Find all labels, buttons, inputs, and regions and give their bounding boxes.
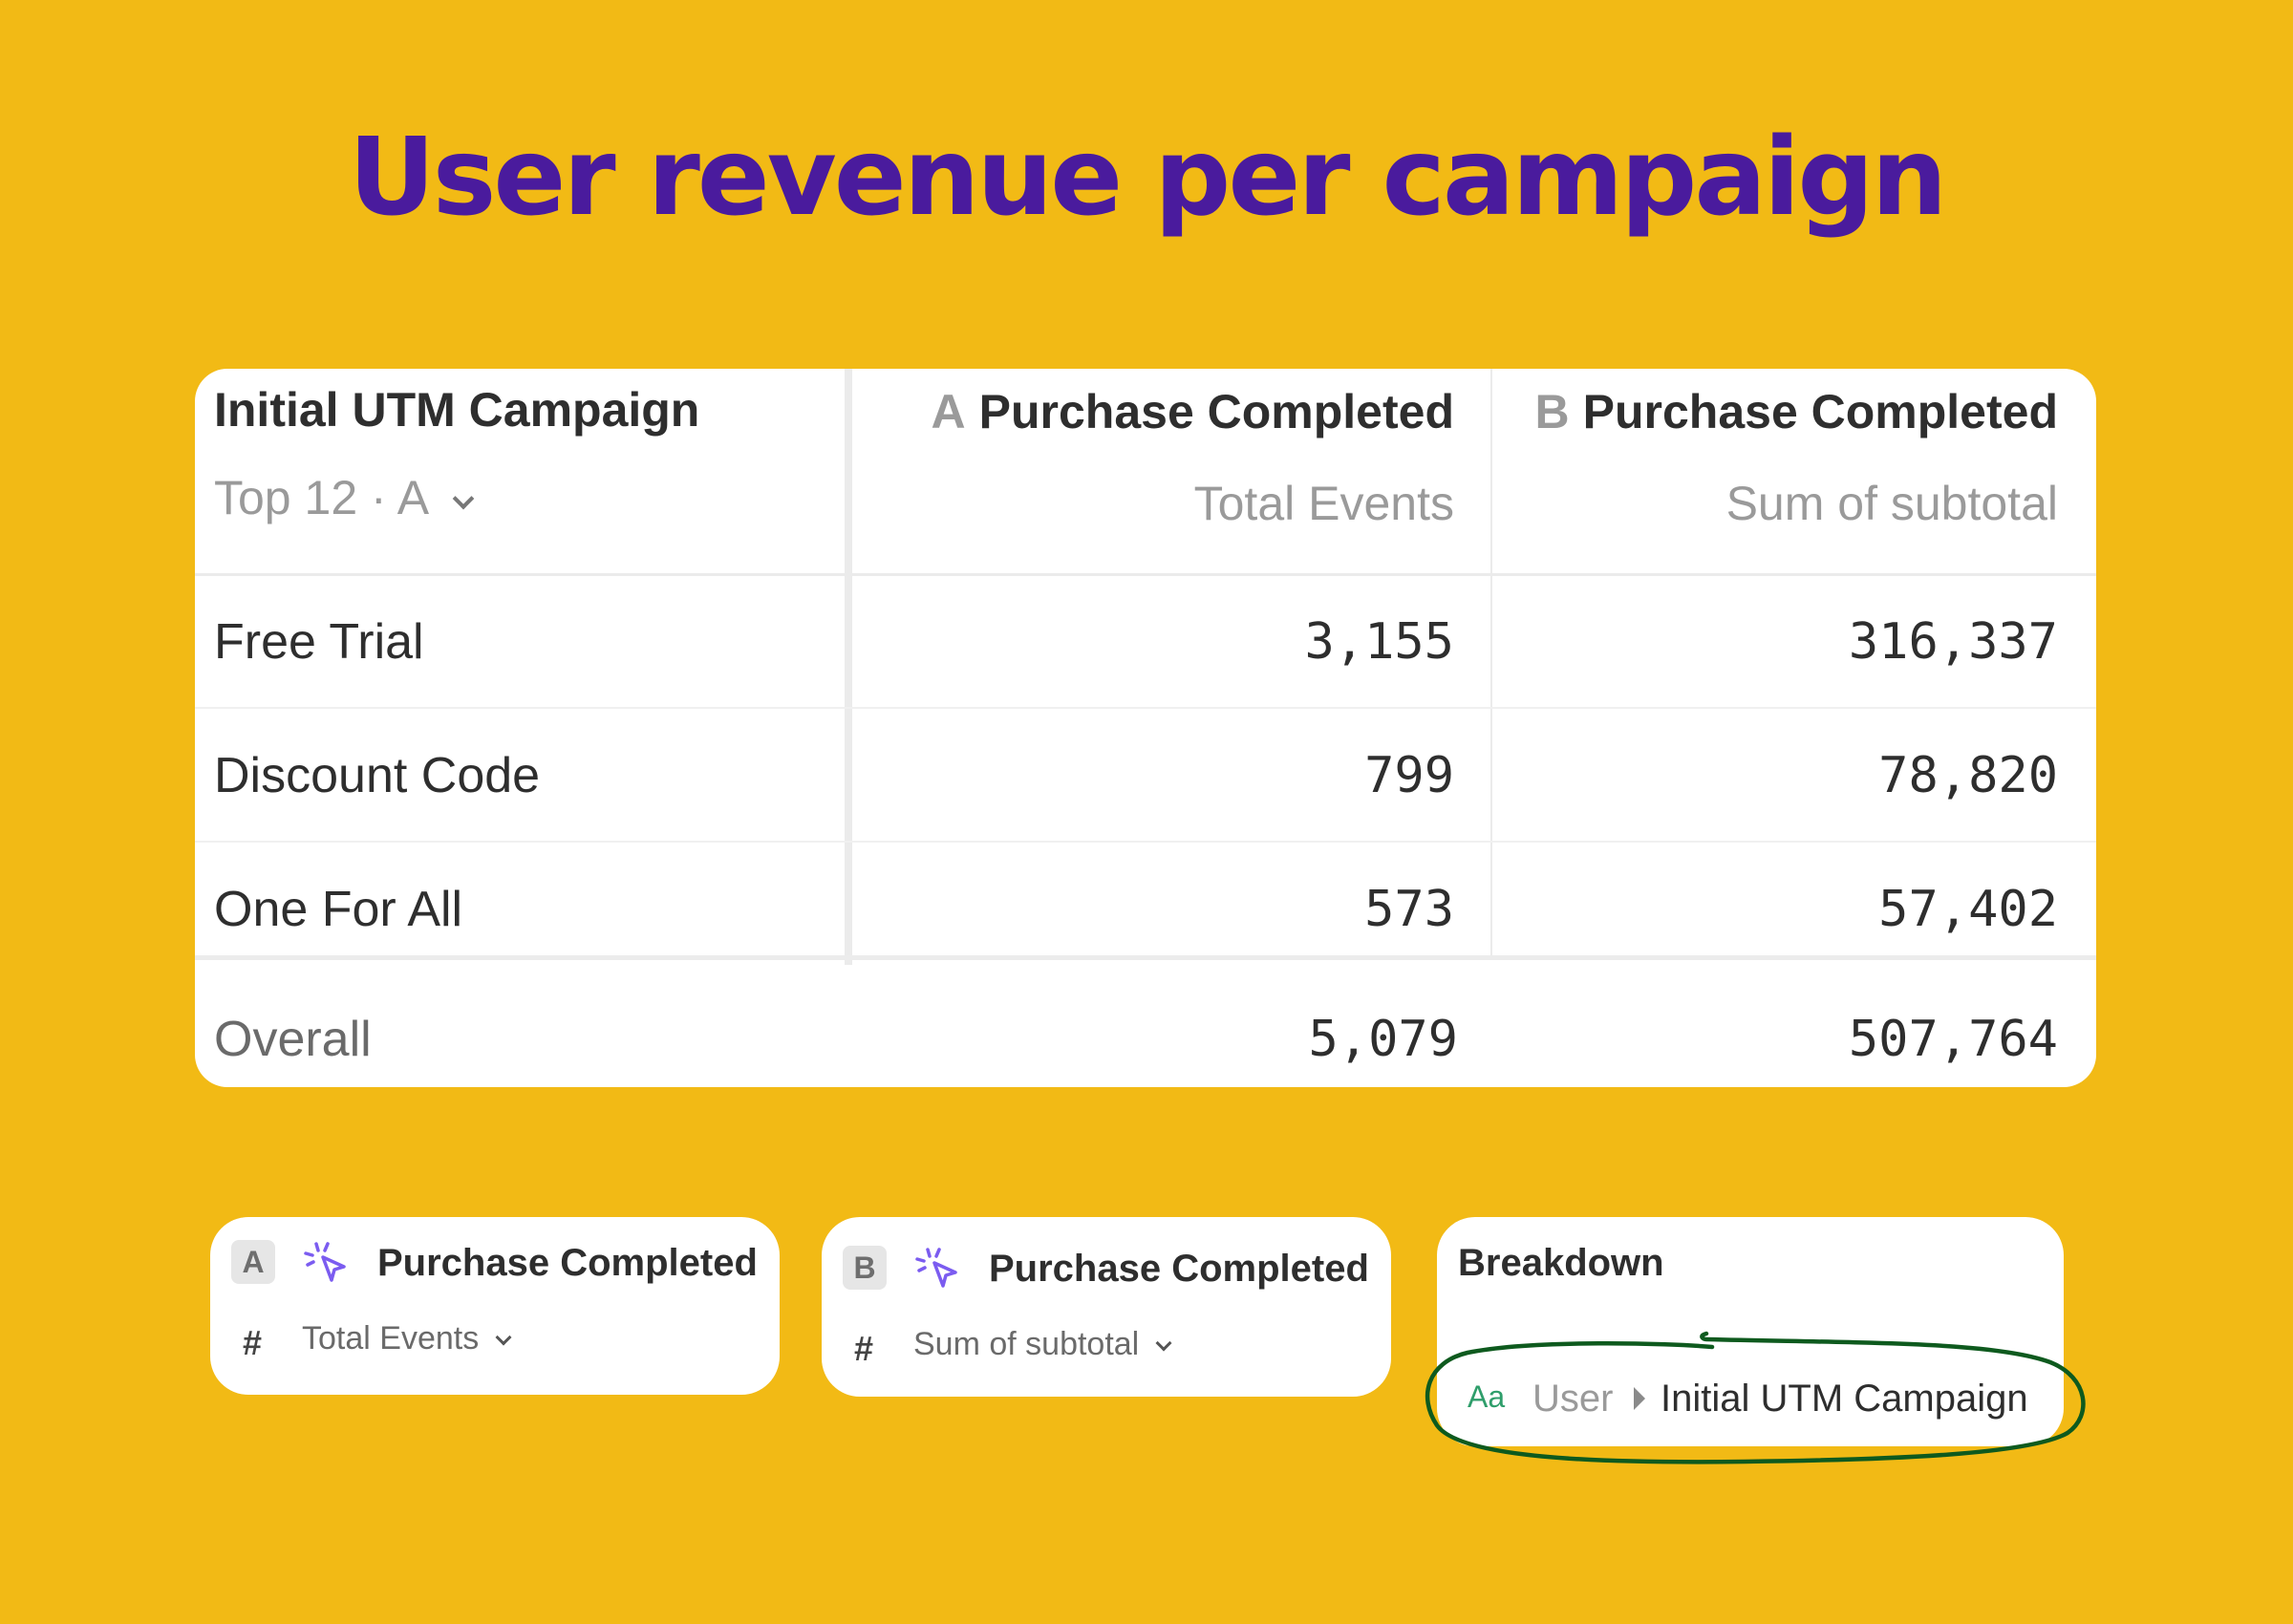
text-type-icon: Aa [1468, 1379, 1506, 1414]
column-divider-footer [845, 955, 852, 1087]
chevron-down-icon [1155, 1335, 1172, 1352]
breakdown-filter-dropdown[interactable]: Top 12 · A [214, 471, 475, 524]
column-divider[interactable] [845, 369, 852, 955]
metric-selector-a[interactable]: Total Events [302, 1320, 512, 1357]
column-metric-a: Total Events [1193, 477, 1454, 530]
cell-value-a: 799 [1364, 747, 1454, 804]
breakdown-card[interactable]: Breakdown Aa User Initial UTM Campaign [1437, 1217, 2064, 1446]
metric-card-b[interactable]: B Purchase Completed # Sum of subtotal [822, 1217, 1391, 1397]
breakdown-entity: User [1532, 1378, 1614, 1420]
annotation-circle [1425, 1331, 2086, 1464]
column-event-b: Purchase Completed [1582, 385, 2058, 438]
hash-icon: # [243, 1323, 263, 1362]
cell-value-a: 573 [1364, 881, 1454, 938]
breakdown-title: Breakdown [1458, 1242, 1664, 1284]
row-label[interactable]: Free Trial [214, 614, 424, 670]
column-metric-b: Sum of subtotal [1725, 477, 2058, 530]
row-label[interactable]: Discount Code [214, 748, 541, 803]
row-divider [195, 841, 2096, 843]
column-header-a[interactable]: A Purchase Completed [932, 388, 1454, 436]
cell-value-b: 57,402 [1878, 881, 2058, 938]
metric-card-a[interactable]: A Purchase Completed # Total Events [210, 1217, 780, 1395]
breakdown-property[interactable]: Initial UTM Campaign [1661, 1378, 2028, 1420]
breakdown-filter-label: Top 12 · A [214, 471, 430, 524]
overall-label: Overall [214, 1012, 372, 1067]
row-divider [195, 707, 2096, 709]
column-header-b[interactable]: B Purchase Completed [1535, 388, 2058, 436]
cursor-click-icon [915, 1248, 957, 1288]
overall-divider [195, 955, 2096, 960]
row-label[interactable]: One For All [214, 882, 463, 937]
cell-value-b: 78,820 [1878, 747, 2058, 804]
column-event-a: Purchase Completed [978, 385, 1454, 438]
results-table: Initial UTM Campaign Top 12 · A A Purchas… [195, 369, 2096, 1087]
overall-value-b: 507,764 [1848, 1011, 2058, 1068]
overall-value-a: 5,079 [1308, 1011, 1458, 1068]
metric-label-a: Total Events [302, 1320, 480, 1357]
cell-value-b: 316,337 [1848, 613, 2058, 671]
hash-icon: # [854, 1329, 874, 1368]
breakdown-column-header[interactable]: Initial UTM Campaign [214, 383, 700, 437]
header-divider [195, 573, 2096, 576]
page-title: User revenue per campaign [348, 116, 1947, 240]
event-name-a[interactable]: Purchase Completed [377, 1242, 758, 1284]
series-letter-a: A [931, 385, 966, 438]
series-badge-a: A [231, 1240, 275, 1284]
event-name-b[interactable]: Purchase Completed [989, 1248, 1369, 1290]
series-badge-b: B [843, 1246, 887, 1290]
series-letter-b: B [1534, 385, 1570, 438]
caret-right-icon [1634, 1387, 1645, 1410]
cursor-click-icon [304, 1242, 346, 1282]
cell-value-a: 3,155 [1304, 613, 1454, 671]
column-divider[interactable] [1490, 369, 1492, 955]
metric-selector-b[interactable]: Sum of subtotal [913, 1326, 1172, 1362]
chevron-down-icon [495, 1329, 512, 1346]
metric-label-b: Sum of subtotal [913, 1326, 1140, 1362]
chevron-down-icon [452, 487, 475, 510]
